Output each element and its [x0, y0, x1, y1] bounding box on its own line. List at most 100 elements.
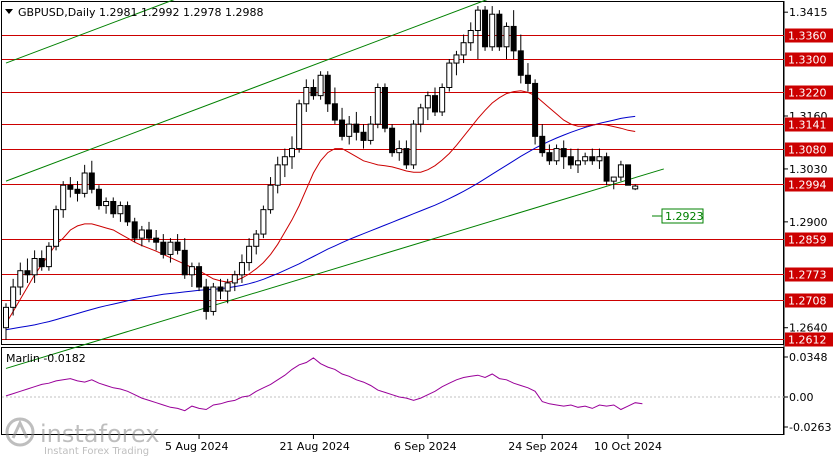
candle-body	[74, 188, 81, 194]
candle-body	[31, 258, 38, 276]
marlin-tick-label: -0.0263	[789, 421, 831, 434]
main-panel-frame	[1, 1, 784, 345]
level-badge	[785, 177, 833, 192]
candle-body	[424, 95, 431, 109]
price-tick-label: 1.3415	[789, 6, 828, 19]
candle-body	[153, 237, 160, 243]
candle-body	[625, 164, 632, 186]
candle-body	[460, 42, 467, 56]
candle-body	[224, 282, 231, 292]
candle-body	[553, 148, 560, 162]
candle-body	[253, 233, 260, 247]
candle-body	[203, 286, 210, 312]
candle-body	[474, 9, 481, 32]
ma-slow-line	[5, 115, 636, 331]
level-badge-text: 1.2994	[788, 179, 827, 192]
level-badge-text: 1.2708	[788, 295, 827, 308]
candle-body	[103, 201, 110, 207]
logo-tagline-text: Instant Forex Trading	[44, 446, 149, 457]
candle-body	[439, 87, 446, 113]
candle-body	[339, 119, 346, 137]
candle-body	[331, 103, 338, 121]
channel-line	[5, 0, 175, 64]
candle-body	[381, 87, 388, 129]
candle-body	[317, 74, 324, 97]
candle-body	[324, 74, 331, 105]
time-label: 5 Aug 2024	[165, 440, 228, 453]
candle-body	[603, 156, 610, 182]
ma-fast-line	[5, 90, 636, 324]
candle-body	[67, 184, 74, 190]
candle-body	[446, 62, 453, 89]
price-tick-label: 1.3030	[789, 163, 828, 176]
candle-body	[53, 209, 60, 247]
candle-body	[532, 82, 539, 137]
candle-body	[410, 123, 417, 166]
candle-body	[567, 156, 574, 166]
candle-body	[88, 172, 95, 190]
candle-body	[81, 172, 88, 194]
candle-body	[610, 176, 617, 182]
candle-body	[360, 131, 367, 141]
instaforex-logo: instaforex Instant Forex Trading	[5, 417, 160, 457]
candle-body	[403, 148, 410, 166]
symbol-dropdown-icon[interactable]	[5, 9, 13, 14]
marlin-tick-label: 0.00	[789, 391, 814, 404]
candle-body	[146, 229, 152, 239]
time-label: 10 Oct 2024	[594, 440, 662, 453]
candle-body	[353, 123, 360, 133]
candle-body	[24, 270, 31, 276]
candle-body	[453, 54, 460, 64]
candle-body	[138, 229, 145, 239]
channel-target-text: 1.2923	[665, 210, 704, 223]
time-label: 6 Sep 2024	[394, 440, 457, 453]
level-badge-text: 1.2773	[788, 269, 827, 282]
level-badge	[785, 267, 833, 282]
candle-body	[296, 103, 303, 150]
candle-body	[17, 270, 24, 288]
time-label: 21 Aug 2024	[279, 440, 349, 453]
level-badge-text: 1.3080	[788, 144, 827, 157]
time-axis-labels: 5 Aug 2024 21 Aug 2024 6 Sep 2024 24 Sep 20…	[165, 435, 662, 453]
candle-body	[246, 245, 253, 264]
candle-body	[289, 148, 295, 158]
channel-line	[5, 0, 488, 182]
channel-target-label: 1.2923	[652, 208, 704, 224]
marlin-indicator: 0.0348 0.00 -0.0263	[2, 351, 831, 434]
level-badge	[785, 293, 833, 308]
candle-body	[160, 241, 167, 255]
level-badge	[785, 52, 833, 67]
candle-body	[467, 30, 474, 44]
candle-body	[496, 13, 503, 48]
channel-lines	[5, 0, 664, 369]
candle-body	[60, 184, 67, 211]
level-badge	[785, 85, 833, 100]
level-badge-text: 1.2612	[788, 334, 827, 347]
candle-body	[374, 87, 381, 125]
price-tick-label: 1.2900	[789, 216, 828, 229]
candle-body	[217, 286, 224, 292]
candle-body	[181, 249, 188, 276]
level-badge	[785, 332, 833, 347]
candle-body	[167, 241, 174, 255]
level-badge-text: 1.3300	[788, 54, 827, 67]
candle-body	[510, 25, 517, 52]
candle-body	[188, 266, 195, 276]
candle-body	[95, 188, 102, 207]
candle-body	[281, 156, 288, 166]
level-badge	[785, 117, 833, 132]
candle-body	[303, 87, 310, 105]
candle-body	[617, 164, 624, 178]
candle-body	[632, 185, 639, 190]
candle-body	[539, 135, 546, 154]
candle-body	[596, 156, 603, 162]
candle-body	[310, 87, 317, 97]
marlin-line	[5, 357, 643, 412]
candle-body	[267, 184, 274, 211]
candle-body	[3, 306, 9, 329]
level-badge-text: 1.3360	[788, 30, 827, 43]
candle-body	[489, 13, 496, 48]
candle-body	[238, 262, 245, 276]
level-badge-text: 1.2859	[788, 234, 827, 247]
